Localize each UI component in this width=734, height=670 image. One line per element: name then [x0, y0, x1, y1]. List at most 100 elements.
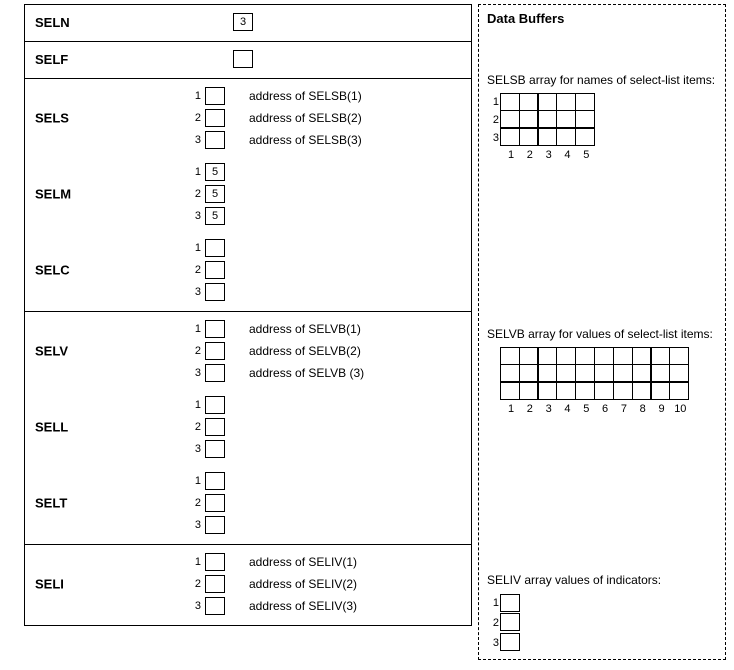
row-index: 1: [185, 166, 201, 178]
grid-cell: [556, 364, 576, 382]
field-cell: 5: [205, 207, 225, 225]
row-index: 3: [185, 210, 201, 222]
field-label: SELF: [35, 52, 175, 67]
grid-cell: [537, 347, 557, 365]
grid-cell: [650, 364, 670, 382]
field-cell: [205, 239, 225, 257]
field-block: SELM152535: [35, 161, 461, 227]
grid-cell: [575, 364, 595, 382]
grid-cell: [500, 110, 520, 128]
grid-col-index: 1: [501, 403, 521, 415]
grid-cell: [519, 93, 539, 111]
row-index: 3: [185, 443, 201, 455]
grid-col-index: 6: [595, 403, 615, 415]
field-cell: [205, 261, 225, 279]
row-index: 2: [185, 345, 201, 357]
grid-cell: [669, 347, 689, 365]
field-label: SELM: [35, 187, 175, 202]
grid-cell: [556, 347, 576, 365]
buffer-grid: 123: [487, 93, 717, 147]
row-index: 3: [185, 367, 201, 379]
row-index: 3: [185, 286, 201, 298]
row-index: 1: [185, 323, 201, 335]
descriptor-table: SELN3SELFSELS1address of SELSB(1)2addres…: [24, 4, 472, 626]
data-buffers-panel: Data BuffersSELSB array for names of sel…: [478, 4, 726, 660]
field-label: SELT: [35, 496, 175, 511]
grid-cell: [500, 128, 520, 146]
grid-cell: [500, 594, 520, 612]
row-index: 3: [185, 600, 201, 612]
grid-cell: [500, 633, 520, 651]
grid-row-index: 1: [487, 597, 499, 609]
grid-col-index: 10: [670, 403, 690, 415]
row-index: 1: [185, 475, 201, 487]
grid-cell: [556, 128, 576, 146]
row-index: 2: [185, 188, 201, 200]
grid-cell: [632, 347, 652, 365]
grid-cell: [556, 110, 576, 128]
grid-cell: [500, 93, 520, 111]
row-index: 2: [185, 264, 201, 276]
grid-cell: [500, 364, 520, 382]
field-desc: address of SELVB(2): [249, 344, 361, 358]
grid-cell: [613, 364, 633, 382]
grid-cell: [556, 382, 576, 400]
grid-cell: [650, 382, 670, 400]
grid-cell: [669, 364, 689, 382]
grid-cell: [613, 347, 633, 365]
buffer-vstack: 123: [487, 593, 717, 653]
field-desc: address of SELIV(3): [249, 599, 357, 613]
field-desc: address of SELVB(1): [249, 322, 361, 336]
grid-cell: [537, 364, 557, 382]
row-index: 2: [185, 578, 201, 590]
field-cell: 5: [205, 163, 225, 181]
grid-cell: [519, 382, 539, 400]
field-label: SELS: [35, 111, 175, 126]
field-block: SELI1address of SELIV(1)2address of SELI…: [35, 551, 461, 617]
field-block: SELS1address of SELSB(1)2address of SELS…: [35, 85, 461, 151]
grid-cell: [594, 382, 614, 400]
section: SELF: [25, 42, 471, 79]
row-index: 1: [185, 556, 201, 568]
field-cell: [205, 396, 225, 414]
field-label: SELI: [35, 577, 175, 592]
grid-col-index: 1: [501, 149, 521, 161]
grid-cell: [556, 93, 576, 111]
field-cell: [205, 283, 225, 301]
grid-cell: [632, 364, 652, 382]
row-index: 2: [185, 497, 201, 509]
field-cell: [205, 342, 225, 360]
field-cell: [205, 553, 225, 571]
grid-cell: [575, 128, 595, 146]
grid-row-index: 3: [487, 637, 499, 649]
grid-col-index: 3: [539, 403, 559, 415]
field-cell: [205, 87, 225, 105]
grid-cell: [575, 382, 595, 400]
field-desc: address of SELSB(3): [249, 133, 362, 147]
field-block: SELL123: [35, 394, 461, 460]
grid-cell: [500, 382, 520, 400]
grid-cell: [537, 93, 557, 111]
row-index: 3: [185, 134, 201, 146]
grid-cell: [500, 347, 520, 365]
buffer-block: SELIV array values of indicators: 123: [487, 573, 717, 653]
field-cell: [205, 131, 225, 149]
field-cell: [205, 320, 225, 338]
grid-col-index: 2: [520, 403, 540, 415]
field-cell: 3: [233, 13, 253, 31]
grid-cell: [575, 93, 595, 111]
grid-cell: [519, 347, 539, 365]
field-cell: [205, 597, 225, 615]
buffer-caption: SELIV array values of indicators:: [487, 573, 717, 587]
grid-col-index: 9: [652, 403, 672, 415]
grid-cell: [537, 110, 557, 128]
field-cell: [233, 50, 253, 68]
grid-cell: [537, 128, 557, 146]
buffer-caption: SELSB array for names of select-list ite…: [487, 73, 717, 87]
grid-col-index: 3: [539, 149, 559, 161]
row-index: 2: [185, 112, 201, 124]
field-cell: [205, 364, 225, 382]
grid-cell: [613, 382, 633, 400]
section: SELV1address of SELVB(1)2address of SELV…: [25, 312, 471, 545]
grid-col-index: 5: [576, 403, 596, 415]
